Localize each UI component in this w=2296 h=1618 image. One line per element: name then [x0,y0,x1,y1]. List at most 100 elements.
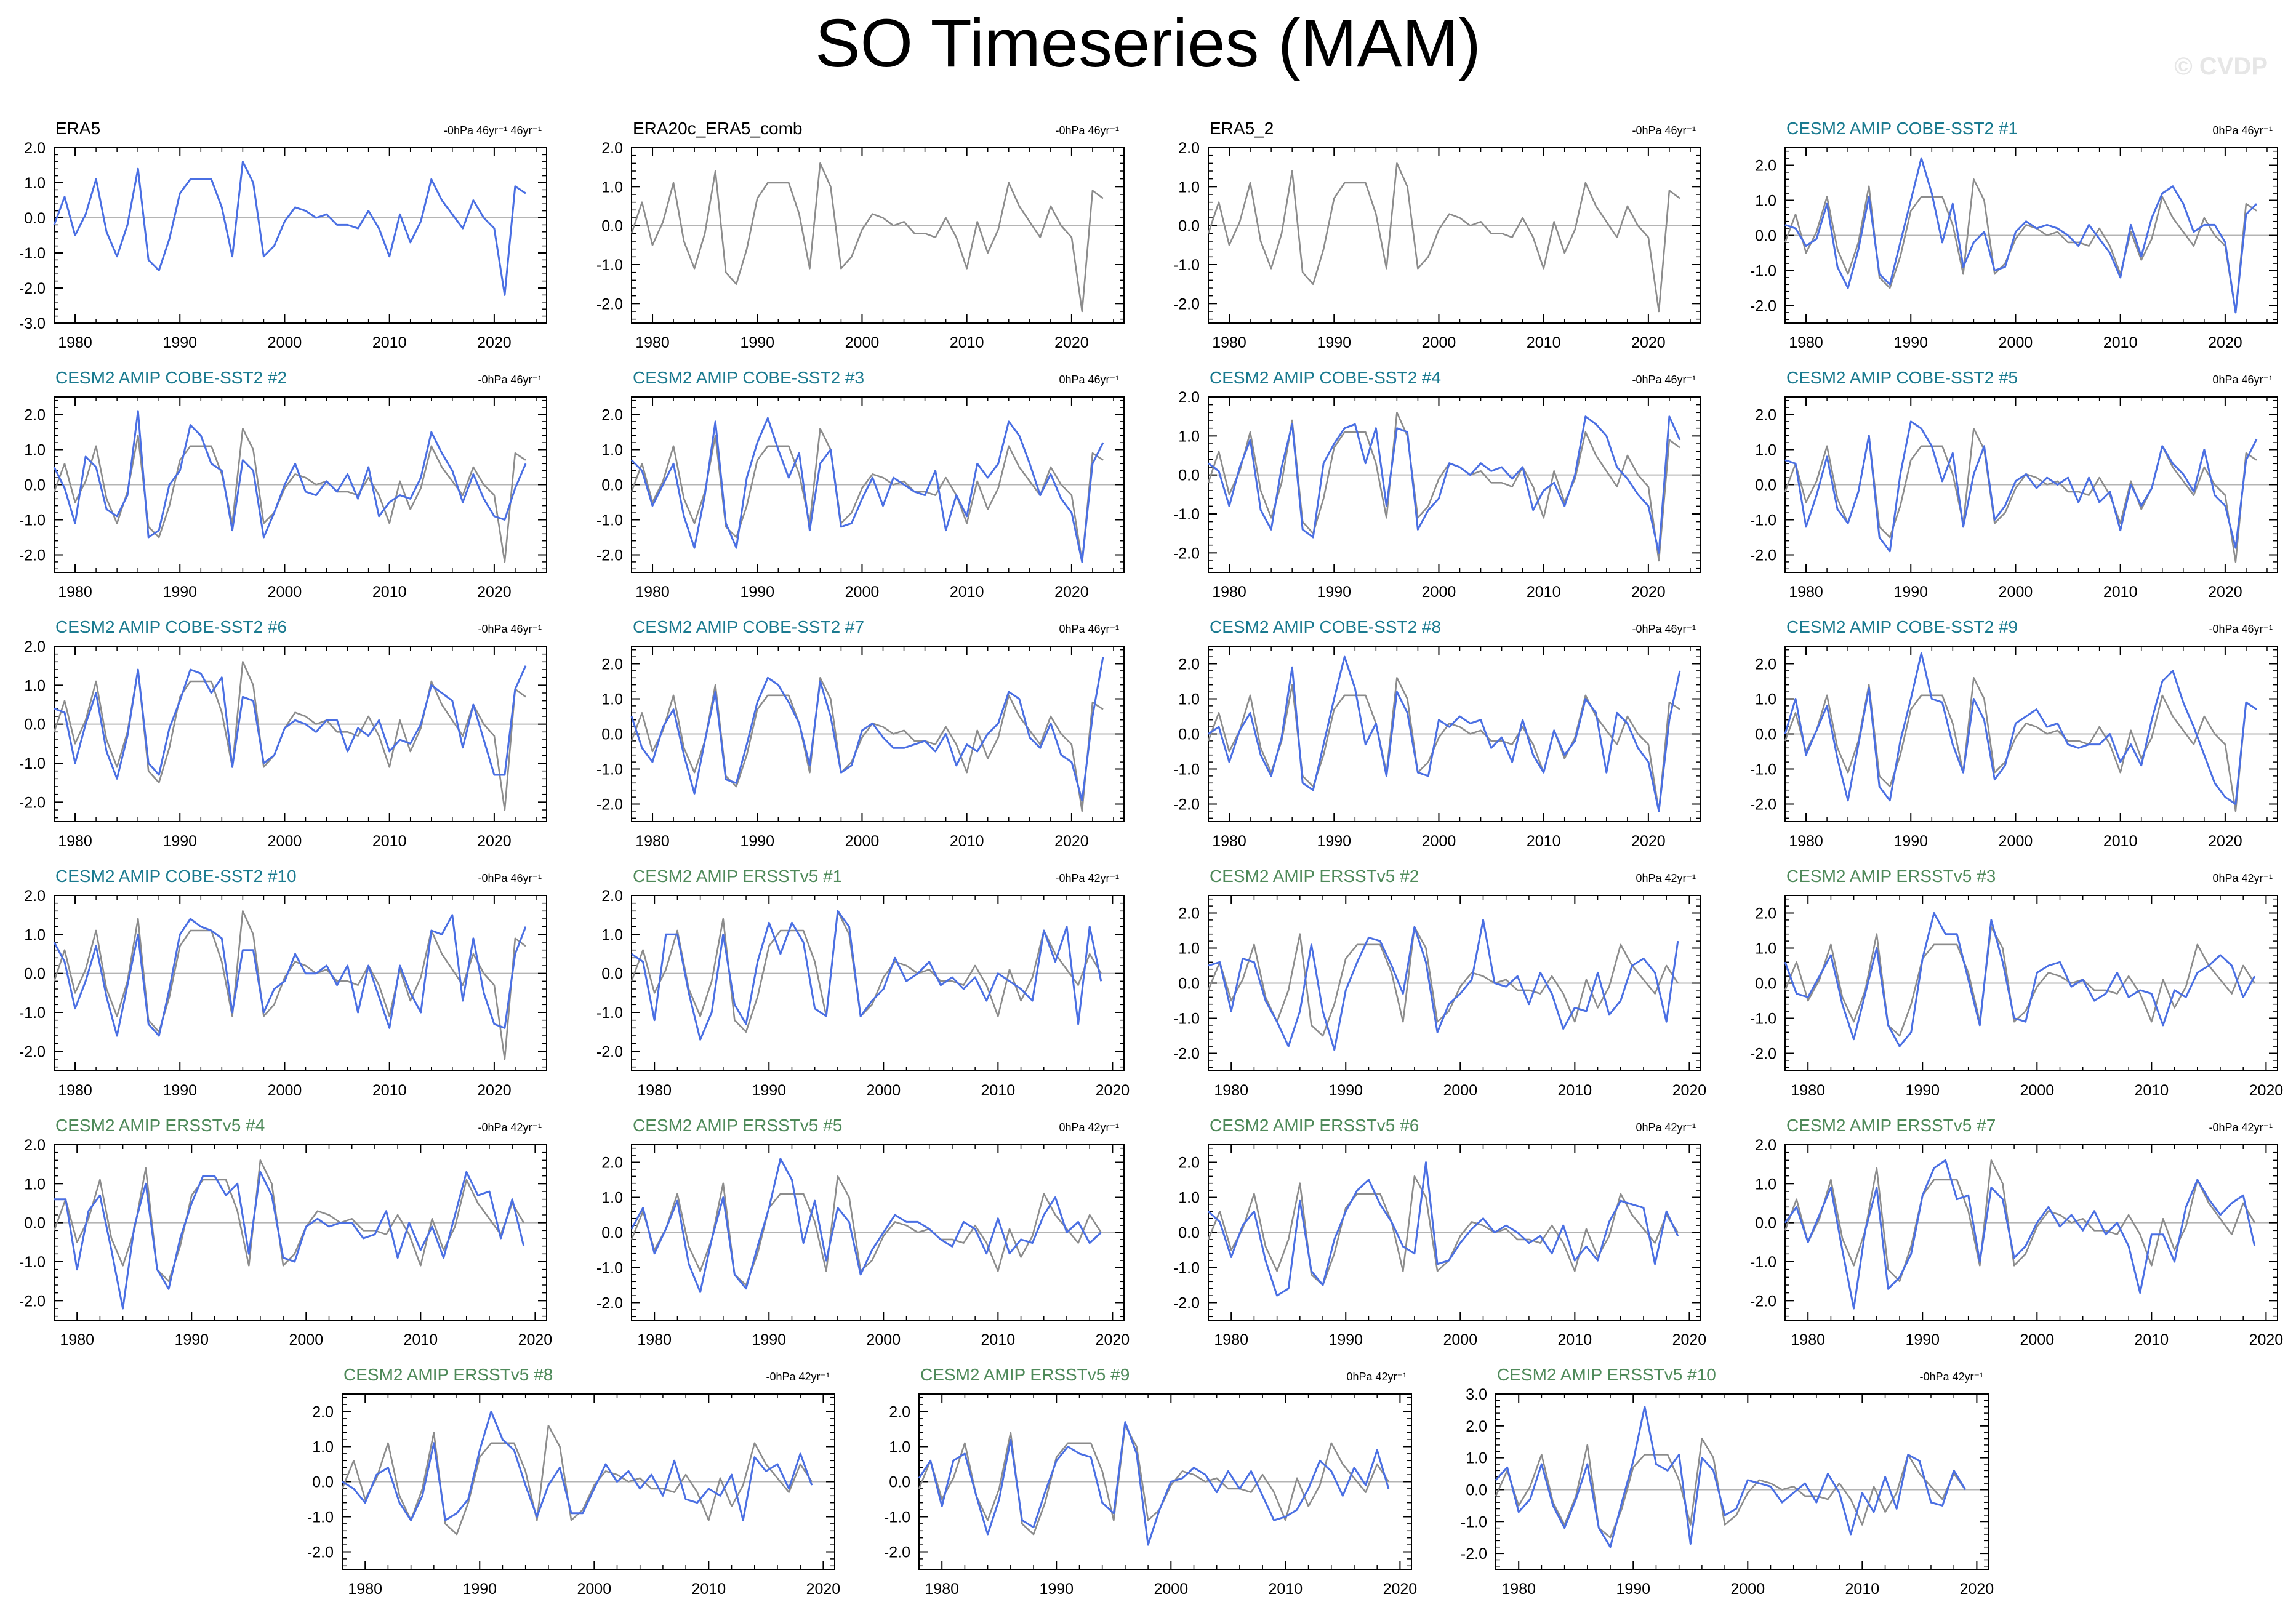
x-tick-label: 2010 [692,1580,726,1598]
panel-13: 2.0 1.0 0.0 -1.0 -2.0 1980 1990 2000 2010 2020 CES… [19,867,547,1099]
x-tick-label: 2000 [1999,833,2033,850]
observed-series-line [630,1175,1102,1286]
x-tick-label: 1980 [1212,583,1246,601]
y-tick-label: 1.0 [1466,1450,1487,1467]
panel-2: 2.0 1.0 0.0 -1.0 -2.0 1980 1990 2000 2010 2020 ERA… [596,119,1125,351]
panel-annotation: -0hPa 46yr⁻¹ [1632,374,1696,386]
y-tick-label: -1.0 [1750,1011,1776,1028]
panel-10: 2.0 1.0 0.0 -1.0 -2.0 1980 1990 2000 2010 2020 CES… [596,617,1125,850]
y-tick-label: 1.0 [1178,940,1200,958]
panel-title: CESM2 AMIP COBE-SST2 #5 [1786,368,2018,387]
y-tick-label: 1.0 [24,926,46,943]
y-tick-label: -2.0 [19,1292,46,1310]
x-tick-label: 1990 [1328,1331,1363,1348]
x-tick-label: 1980 [58,334,92,351]
observed-series-line [630,910,1102,1033]
x-tick-label: 1980 [637,1082,672,1099]
x-tick-label: 1980 [58,583,92,601]
x-tick-label: 1990 [163,1082,197,1099]
y-tick-label: 2.0 [1755,158,1776,175]
x-tick-label: 2000 [1422,334,1456,351]
y-tick-label: 2.0 [601,407,623,424]
x-tick-label: 2010 [1527,583,1561,601]
x-tick-label: 2000 [2020,1082,2054,1099]
plot-frame [1784,1144,2278,1321]
x-tick-label: 1990 [1905,1082,1940,1099]
y-tick-label: -2.0 [1750,298,1776,315]
y-tick-label: 2.0 [24,887,46,905]
panel-20: 2.0 1.0 0.0 -1.0 -2.0 1980 1990 2000 2010 2020 CES… [1750,1116,2283,1348]
x-tick-label: 1990 [1893,833,1928,850]
y-tick-label: 0.0 [601,966,623,983]
x-tick-label: 2020 [1672,1331,1707,1348]
y-tick-label: 0.0 [24,1215,46,1232]
x-tick-label: 2010 [372,833,407,850]
y-tick-label: 2.0 [1466,1418,1487,1435]
x-tick-label: 2000 [866,1331,901,1348]
y-tick-label: -2.0 [596,295,623,313]
model-series-line [1495,1406,1967,1548]
plot-frame [631,147,1125,324]
panel-annotation: 0hPa 46yr⁻¹ [1059,623,1119,635]
panel-14: 2.0 1.0 0.0 -1.0 -2.0 1980 1990 2000 2010 2020 CES… [596,867,1130,1099]
y-tick-label: -1.0 [307,1509,334,1526]
x-tick-label: 1990 [1893,334,1928,351]
y-tick-label: 2.0 [1178,389,1200,406]
x-tick-label: 2000 [845,833,880,850]
panel-annotation: -0hPa 42yr⁻¹ [1055,872,1119,884]
y-tick-label: 0.0 [1178,218,1200,235]
panel-annotation: 0hPa 42yr⁻¹ [1059,1121,1119,1134]
x-tick-label: 2020 [477,1082,512,1099]
y-tick-label: -1.0 [596,257,623,274]
y-tick-label: 0.0 [24,966,46,983]
y-tick-label: -1.0 [596,1004,623,1022]
y-tick-label: 0.0 [601,1225,623,1242]
x-tick-label: 2020 [2208,334,2242,351]
x-tick-label: 2000 [1999,334,2033,351]
y-tick-label: 1.0 [24,677,46,694]
x-tick-label: 1980 [1791,1331,1825,1348]
x-tick-label: 2000 [577,1580,611,1598]
y-tick-label: 1.0 [1178,428,1200,445]
y-tick-label: 0.0 [1755,1215,1776,1232]
y-tick-label: 2.0 [1755,905,1776,923]
panel-title: CESM2 AMIP COBE-SST2 #1 [1786,119,2018,138]
observed-series-line [1784,178,2257,314]
panel-title: CESM2 AMIP ERSSTv5 #1 [633,867,842,886]
y-tick-label: 2.0 [24,1137,46,1154]
observed-series-line [53,661,526,811]
y-tick-label: -2.0 [1173,1046,1200,1063]
x-tick-label: 2020 [518,1331,553,1348]
x-tick-label: 2010 [2103,833,2138,850]
y-tick-label: 1.0 [1755,442,1776,459]
y-tick-label: 1.0 [889,1439,910,1456]
x-tick-label: 2010 [950,833,984,850]
plot-frame [1208,147,1701,324]
panel-title: CESM2 AMIP ERSSTv5 #2 [1210,867,1419,886]
y-tick-label: 0.0 [1755,477,1776,494]
y-tick-label: 2.0 [1755,656,1776,673]
model-series-line [1784,157,2258,314]
y-tick-label: -1.0 [1173,1260,1200,1277]
x-tick-label: 2000 [1422,833,1456,850]
y-tick-label: 0.0 [1755,228,1776,245]
panel-title: CESM2 AMIP ERSSTv5 #3 [1786,867,1996,886]
y-tick-label: -1.0 [596,761,623,779]
panel-22: 2.0 1.0 0.0 -1.0 -2.0 1980 1990 2000 2010 2020 CES… [884,1365,1417,1598]
panel-18: 2.0 1.0 0.0 -1.0 -2.0 1980 1990 2000 2010 2020 CES… [596,1116,1130,1348]
y-tick-label: 0.0 [601,726,623,743]
panel-annotation: -0hPa 46yr⁻¹ [478,872,542,884]
x-tick-label: 2000 [866,1082,901,1099]
panel-annotation: -0hPa 46yr⁻¹ [1055,124,1119,137]
x-tick-label: 2000 [1154,1580,1188,1598]
y-tick-label: -2.0 [19,280,46,297]
model-series-line [1208,415,1681,554]
x-tick-label: 1990 [752,1331,786,1348]
panel-annotation: -0hPa 46yr⁻¹ [1632,623,1696,635]
x-tick-label: 1990 [1328,1082,1363,1099]
observed-series-line [630,162,1104,313]
panel-annotation: 0hPa 46yr⁻¹ [2212,124,2273,137]
panel-title: CESM2 AMIP ERSSTv5 #10 [1497,1365,1716,1384]
x-tick-label: 2010 [372,583,407,601]
plot-frame [1495,1393,1989,1570]
